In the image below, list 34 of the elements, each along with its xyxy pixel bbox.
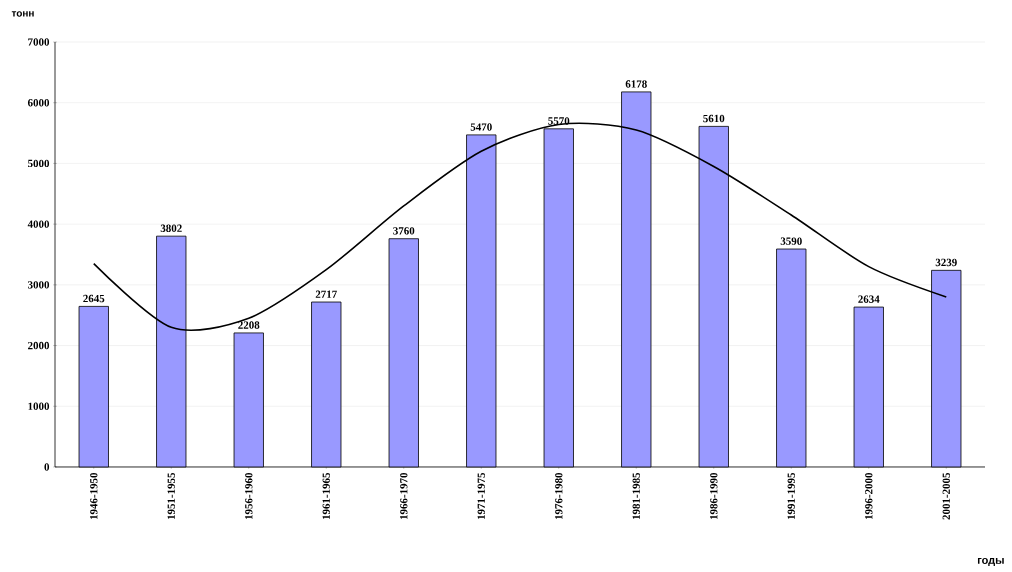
- data-label: 2645: [83, 294, 105, 303]
- y-tick-label: 5000: [28, 159, 50, 168]
- data-label: 3760: [393, 227, 415, 235]
- data-label: 5610: [703, 114, 725, 123]
- y-tick-label: 7000: [28, 38, 50, 46]
- x-tick-label: 1986-1990: [710, 472, 718, 520]
- x-tick-label: 1946-1950: [90, 472, 98, 520]
- x-tick-label: 1951-1955: [167, 472, 175, 520]
- data-label: 2208: [238, 321, 260, 329]
- data-label: 2717: [315, 290, 337, 298]
- y-tick-label: 4000: [27, 220, 50, 228]
- data-label: 3802: [160, 224, 182, 232]
- x-axis-title: годы: [977, 557, 1004, 567]
- x-tick-label: 1996-2000: [865, 472, 873, 520]
- x-tick-label: 1956-1960: [245, 472, 253, 520]
- data-label: 3590: [780, 237, 802, 245]
- y-tick-label: 2000: [28, 341, 50, 350]
- data-label: 6178: [625, 80, 647, 88]
- y-tick-label: 1000: [28, 402, 50, 410]
- y-axis-title: тонн: [11, 11, 34, 17]
- x-tick-label: 1976-1980: [555, 472, 563, 520]
- data-label: 5570: [548, 117, 570, 125]
- y-tick-label: 0: [44, 463, 50, 471]
- x-tick-label: 1971-1975: [477, 472, 485, 520]
- y-tick-label: 3000: [27, 281, 50, 289]
- data-label: 5470: [470, 123, 492, 131]
- x-tick-label: 2001-2005: [942, 472, 950, 520]
- x-tick-label: 1991-1995: [787, 472, 795, 520]
- data-label: 2634: [858, 295, 880, 303]
- x-tick-label: 1966-1970: [400, 472, 408, 520]
- x-tick-label: 1961-1965: [322, 472, 330, 520]
- x-tick-label: 1981-1985: [632, 472, 640, 520]
- y-tick-label: 6000: [27, 99, 50, 107]
- data-label: 3239: [935, 258, 957, 267]
